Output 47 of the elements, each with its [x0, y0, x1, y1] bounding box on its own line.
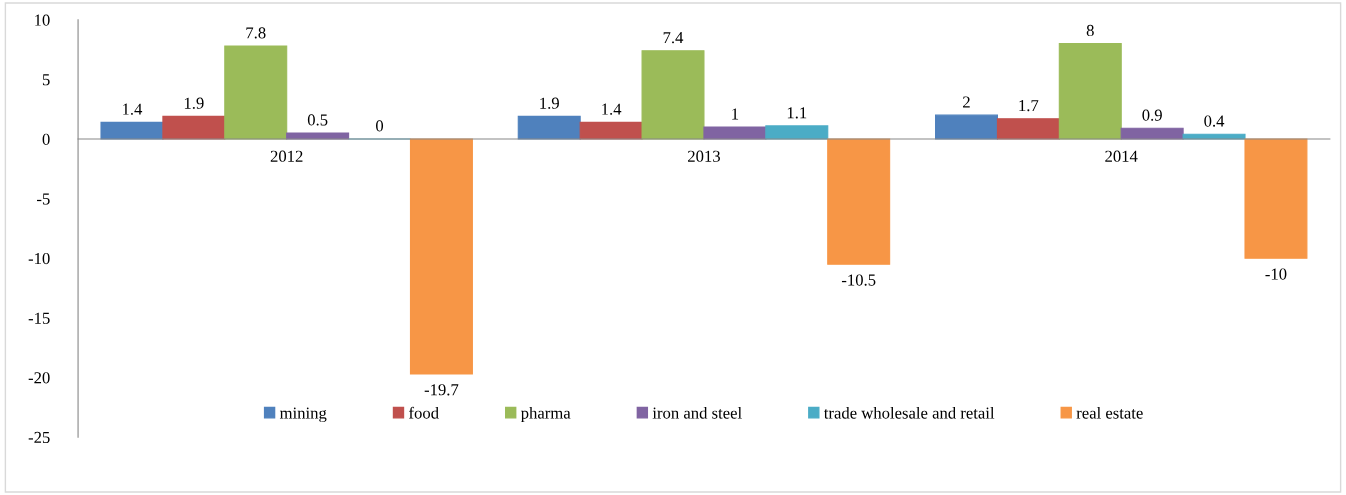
bar [1058, 43, 1122, 140]
y-tick-label: -20 [28, 372, 50, 384]
data-label: -10 [1265, 268, 1287, 280]
data-label: 0.4 [1204, 115, 1225, 127]
x-tick-label: 2012 [270, 150, 303, 162]
data-label: 0.9 [1142, 109, 1162, 121]
data-label: 1 [732, 108, 739, 120]
data-label: 2 [963, 96, 970, 108]
y-tick-label: 0 [42, 133, 50, 145]
data-label: 1.9 [540, 97, 559, 109]
data-label: 7.8 [246, 27, 266, 39]
bar [162, 115, 226, 140]
bar [703, 126, 767, 140]
y-tick-label: 10 [35, 14, 50, 26]
data-label: 1.7 [1019, 100, 1039, 112]
bar [409, 138, 473, 375]
data-label: 1.4 [123, 103, 143, 115]
bar [996, 118, 1060, 140]
y-tick-label: -10 [28, 252, 50, 265]
legend-label: pharma [520, 406, 571, 423]
bar [765, 125, 829, 140]
legend-label: real estate [1076, 406, 1143, 419]
bar [827, 138, 891, 265]
legend-label: iron and steel [652, 406, 742, 419]
x-tick-label: 2014 [1105, 150, 1138, 162]
data-label: -10.5 [841, 274, 876, 286]
legend-label: trade wholesale and retail [823, 406, 995, 419]
y-tick-label: 5 [42, 74, 50, 86]
data-label: 1.9 [184, 97, 204, 109]
data-label: 7.4 [663, 32, 684, 44]
y-tick-label: -5 [37, 193, 50, 205]
y-tick-label: -15 [28, 312, 50, 324]
x-tick-label: 2013 [688, 150, 720, 162]
data-label: 0.5 [307, 114, 328, 126]
data-label: 8 [1086, 24, 1094, 37]
legend-label: food [409, 406, 439, 419]
data-label: 0 [376, 120, 384, 132]
data-label: 1.4 [602, 103, 622, 115]
bar [517, 115, 581, 140]
bar [641, 50, 705, 140]
y-tick-label: -25 [28, 431, 50, 444]
legend-label: mining [279, 407, 327, 423]
data-label: 1.1 [787, 107, 807, 119]
data-label: -19.7 [424, 384, 459, 396]
bar [1244, 138, 1308, 259]
bar [224, 45, 288, 140]
bar [934, 114, 998, 140]
